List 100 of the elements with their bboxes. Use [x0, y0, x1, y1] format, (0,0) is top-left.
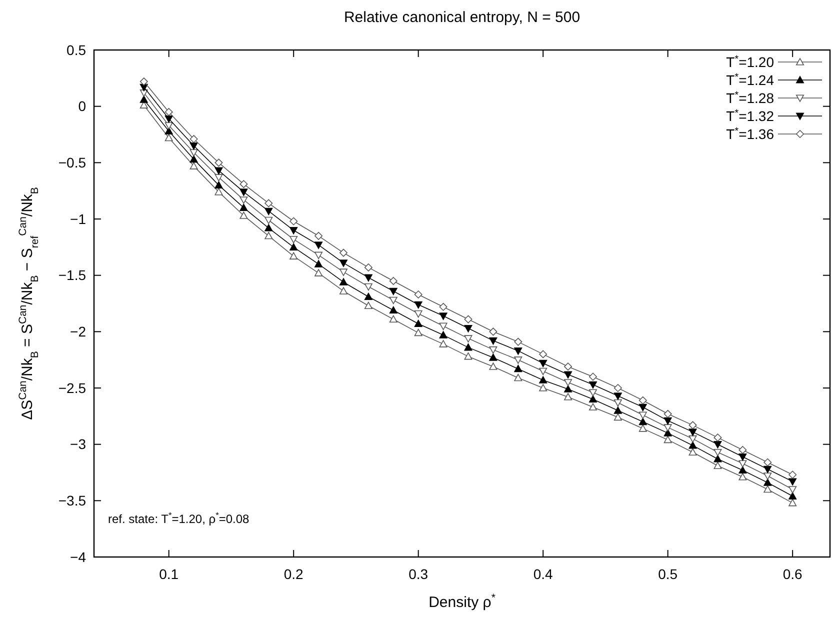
point: [140, 96, 148, 103]
point: [264, 224, 273, 232]
point: [190, 155, 198, 163]
y-tick-label: 0.5: [66, 42, 86, 58]
point: [714, 448, 722, 456]
y-tick-label: −2: [70, 324, 86, 340]
point: [364, 302, 372, 310]
point: [738, 460, 747, 468]
point: [489, 346, 498, 354]
point: [240, 196, 248, 204]
point: [290, 243, 298, 250]
point: [714, 454, 722, 462]
point: [688, 428, 697, 436]
point: [539, 368, 548, 376]
point: [190, 135, 198, 144]
point: [164, 115, 173, 123]
point: [539, 384, 548, 392]
point: [588, 381, 597, 389]
y-tick-label: −4: [70, 548, 86, 565]
point: [614, 413, 622, 421]
point: [190, 162, 198, 170]
point: [364, 283, 372, 291]
point: [190, 142, 198, 150]
legend-label: T$^{*}$=1.20: [726, 53, 774, 70]
point: [264, 199, 273, 208]
legend-label: T$^{*}$=1.36: [726, 125, 774, 142]
point: [389, 288, 398, 296]
point: [638, 418, 647, 426]
point: [614, 399, 622, 407]
point: [564, 393, 572, 400]
point: [214, 181, 223, 188]
point: [290, 236, 298, 244]
point: [314, 242, 323, 249]
point: [389, 315, 398, 323]
point: [464, 325, 472, 332]
legend-label: T$^{*}$=1.32: [726, 107, 774, 124]
point: [464, 335, 472, 342]
point: [638, 412, 647, 420]
point: [514, 374, 522, 382]
point: [514, 356, 522, 364]
y-tick-label: −1: [70, 210, 86, 227]
point: [688, 441, 697, 449]
y-tick-label: −3: [70, 436, 86, 452]
point: [614, 406, 622, 414]
point: [264, 232, 273, 240]
point: [464, 315, 472, 324]
point: [514, 338, 522, 346]
point: [714, 434, 722, 442]
point: [214, 188, 223, 196]
point: [564, 379, 572, 386]
point: [788, 486, 797, 494]
point: [664, 410, 672, 418]
point: [764, 478, 772, 486]
point: [688, 421, 697, 430]
point: [314, 269, 323, 276]
point: [240, 204, 248, 212]
point: [514, 364, 522, 372]
y-tick-label: −1.5: [58, 267, 86, 284]
point: [264, 208, 273, 216]
point: [588, 403, 597, 410]
point: [389, 276, 398, 285]
point: [364, 263, 372, 272]
point: [764, 472, 772, 480]
point: [489, 328, 498, 336]
point: [764, 466, 772, 474]
x-tick-label: 0.1: [159, 566, 179, 582]
point: [290, 217, 298, 226]
point: [214, 174, 223, 182]
point: [389, 296, 398, 304]
point: [664, 429, 672, 436]
point: [290, 252, 298, 260]
point: [314, 252, 323, 260]
point: [414, 290, 422, 298]
point: [240, 188, 248, 196]
point: [489, 337, 498, 345]
point: [738, 446, 747, 454]
legend-label: T$^{*}$=1.28: [726, 89, 774, 106]
point: [588, 389, 597, 397]
y-tick-label: 0: [78, 98, 86, 114]
point: [764, 458, 772, 466]
point: [788, 498, 797, 506]
point: [664, 424, 672, 432]
point: [214, 158, 223, 167]
point: [140, 78, 148, 86]
point: [439, 302, 448, 311]
x-tick-label: 0.4: [533, 566, 554, 582]
point: [714, 441, 722, 448]
point: [339, 260, 348, 267]
annotation: ref. state: T$^{*}$=1.20, ρ$^{*}$=0.08: [108, 510, 250, 526]
point: [489, 354, 498, 361]
y-tick-label: −2.5: [58, 380, 86, 396]
point: [240, 180, 248, 188]
point: [788, 470, 797, 479]
point: [364, 292, 372, 300]
x-tick-label: 0.6: [782, 566, 803, 582]
chart-title: Relative canonical entropy, N = 500: [344, 9, 580, 26]
legend-label: T$^{*}$=1.24: [726, 71, 774, 88]
point: [339, 268, 348, 276]
point: [638, 396, 647, 404]
point: [588, 372, 597, 381]
